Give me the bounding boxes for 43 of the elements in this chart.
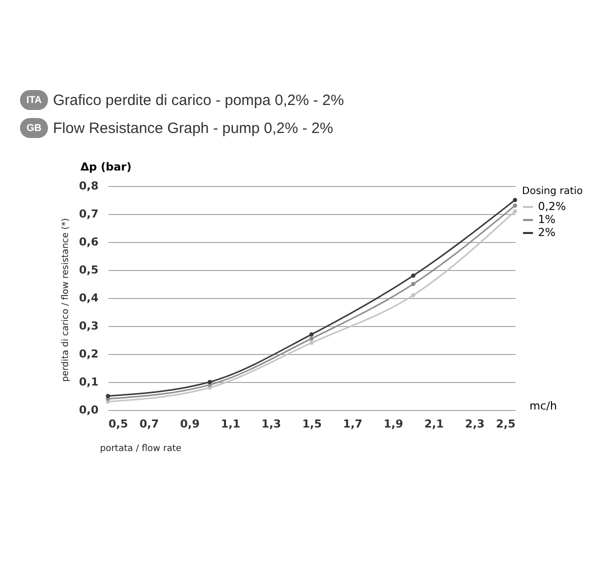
x-tick-label: 2,1	[424, 418, 444, 430]
x-tick-label: 1,3	[262, 418, 282, 430]
y-tick-label: 0,7	[79, 208, 98, 220]
badge: GB	[20, 118, 48, 138]
y-tick-label: 0,3	[79, 320, 98, 332]
point	[309, 336, 314, 341]
text: perdita di carico / flow resistance (*)	[61, 218, 71, 382]
y-tick-label: 0,2	[79, 348, 98, 360]
chart-title: Grafico perdite di carico - pompa 0,2% - 2%	[53, 92, 344, 108]
x-tick-label: 2,3	[465, 418, 485, 430]
point	[512, 198, 518, 202]
y-tick-label: 0,4	[79, 292, 99, 304]
y-axis-title: Δp (bar)	[80, 160, 132, 174]
point	[411, 282, 416, 286]
point	[411, 273, 416, 278]
y-tick-label: 0,8	[79, 180, 98, 192]
point	[309, 340, 314, 345]
point	[512, 209, 518, 214]
x-tick-label: 2,5	[496, 418, 516, 430]
badge: ITA	[20, 90, 48, 110]
point	[512, 203, 518, 208]
point	[309, 332, 314, 337]
point	[411, 293, 416, 298]
x-axis-title: mc/h	[530, 400, 557, 412]
x-tick-label: 1,7	[342, 418, 362, 430]
legend-label: 0,2%	[538, 200, 566, 213]
x-tick-label: 0,5	[108, 418, 128, 430]
text: portata / flow rate	[100, 444, 182, 454]
y-tick-label: 0,0	[79, 404, 99, 416]
chart-subtitle: Flow Resistance Graph - pump 0,2% - 2%	[53, 120, 334, 136]
x-tick-label: 1,9	[384, 418, 404, 430]
point	[106, 394, 110, 398]
x-tick-label: 0,9	[180, 418, 200, 430]
point	[208, 380, 212, 384]
y-tick-label: 0,5	[79, 264, 98, 276]
legend-label: 1%	[538, 213, 556, 226]
legend-title: Dosing ratio	[522, 186, 583, 197]
legend-label: 2%	[538, 226, 556, 239]
x-tick-label: 1,1	[220, 418, 240, 430]
x-tick-label: 1,5	[302, 418, 322, 430]
y-tick-label: 0,1	[79, 376, 98, 388]
y-tick-label: 0,6	[79, 236, 99, 248]
x-tick-label: 0,7	[139, 418, 159, 430]
